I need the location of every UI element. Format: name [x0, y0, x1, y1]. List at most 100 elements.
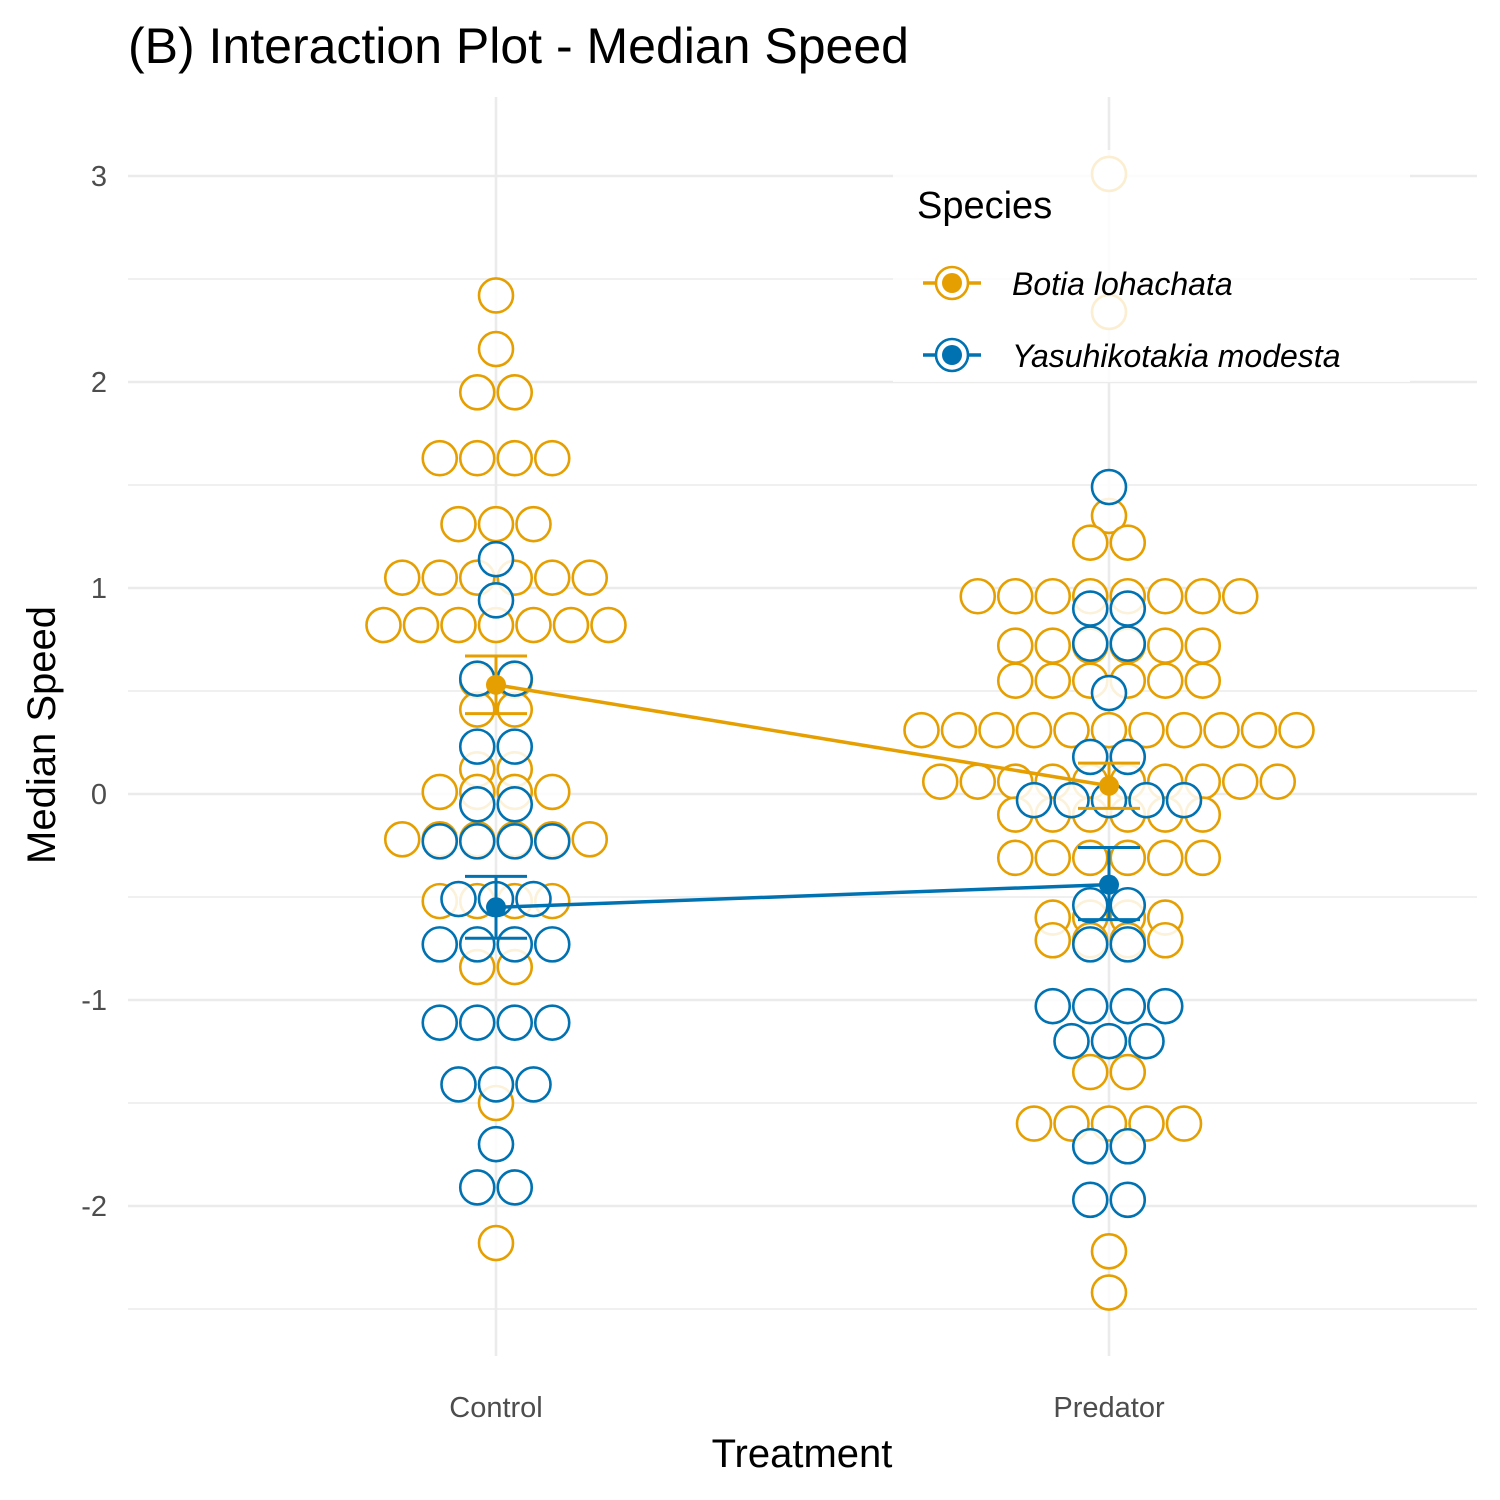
data-point	[1015, 1105, 1053, 1142]
data-point	[1184, 839, 1222, 877]
data-point	[533, 926, 571, 963]
data-point	[1146, 987, 1184, 1025]
data-point	[1128, 711, 1165, 749]
data-point	[458, 691, 496, 728]
data-point	[421, 439, 459, 477]
data-point	[515, 880, 552, 918]
data-point	[1109, 590, 1147, 627]
data-point	[1090, 468, 1128, 506]
data-point	[1146, 577, 1184, 615]
legend: Species Botia lohachata Yasuhikotakia mod…	[893, 150, 1410, 382]
data-point	[515, 1066, 552, 1103]
x-tick-label: Control	[449, 1392, 543, 1424]
data-point	[1034, 577, 1072, 615]
data-point	[1146, 839, 1184, 877]
data-point	[959, 577, 997, 615]
mean-point	[1099, 775, 1119, 796]
data-point	[477, 277, 515, 314]
legend-label: Yasuhikotakia modesta	[1012, 338, 1340, 374]
data-point	[940, 711, 978, 749]
data-point	[1109, 926, 1147, 963]
data-point	[1071, 839, 1109, 877]
data-point	[1090, 1233, 1128, 1270]
x-axis-ticks: Control Predator	[449, 1392, 1165, 1424]
data-point	[402, 606, 440, 644]
data-point	[996, 839, 1034, 877]
data-point	[1109, 987, 1147, 1025]
data-point	[1240, 711, 1278, 749]
data-point	[515, 606, 552, 644]
data-point	[590, 606, 627, 644]
series-points-1	[421, 468, 1203, 1219]
data-point	[458, 785, 496, 823]
data-point	[1071, 1127, 1109, 1165]
y-tick-label: 2	[91, 367, 107, 399]
data-point	[903, 711, 940, 749]
mean-connecting-line	[495, 882, 1110, 910]
data-point	[496, 373, 534, 411]
data-point	[477, 1224, 515, 1262]
legend-key-dot	[942, 273, 962, 293]
data-point	[383, 821, 421, 858]
x-tick-label: Predator	[1053, 1392, 1165, 1424]
data-point	[1071, 524, 1109, 561]
data-point	[1071, 738, 1109, 776]
data-point	[477, 505, 515, 543]
data-point	[496, 926, 534, 963]
data-point	[552, 606, 590, 644]
data-point	[996, 577, 1034, 615]
data-point	[1071, 987, 1109, 1025]
data-point	[996, 627, 1034, 664]
data-point	[440, 880, 477, 918]
legend-label: Botia lohachata	[1012, 266, 1233, 302]
data-point	[1071, 1181, 1109, 1219]
data-point	[421, 823, 459, 860]
data-point	[1090, 1274, 1128, 1311]
data-point	[1090, 674, 1128, 712]
y-tick-label: -2	[81, 1191, 107, 1223]
data-point	[458, 439, 496, 477]
data-point	[1109, 1127, 1147, 1165]
series-summary-0	[465, 654, 1140, 810]
data-point	[1184, 627, 1222, 664]
data-point	[1184, 662, 1222, 700]
data-point	[458, 926, 496, 963]
data-point	[1071, 1053, 1109, 1091]
data-point	[1146, 662, 1184, 700]
data-point	[440, 1066, 477, 1103]
data-point	[1109, 625, 1147, 662]
mean-connecting-line	[495, 683, 1110, 788]
data-point	[921, 763, 959, 800]
y-axis-ticks: -2 -1 0 1 2 3	[81, 161, 107, 1223]
data-point	[458, 823, 496, 860]
data-point	[1034, 839, 1072, 877]
data-point	[383, 559, 421, 597]
legend-items: Botia lohachata Yasuhikotakia modesta	[923, 265, 1340, 374]
data-point	[533, 823, 571, 860]
data-point	[496, 1169, 534, 1206]
data-point	[1071, 590, 1109, 627]
data-point	[1109, 839, 1147, 877]
data-point	[458, 373, 496, 411]
data-point	[1071, 886, 1109, 924]
data-point	[533, 773, 571, 811]
data-point	[1165, 711, 1203, 749]
data-point	[496, 728, 534, 765]
data-point	[1109, 1053, 1147, 1091]
data-point	[440, 505, 477, 543]
data-point	[477, 1125, 515, 1163]
data-point	[1034, 921, 1072, 959]
data-point	[1128, 781, 1165, 819]
data-point	[1109, 1181, 1147, 1219]
data-point	[1090, 1022, 1128, 1060]
legend-title: Species	[917, 185, 1052, 227]
data-point	[1221, 577, 1259, 615]
data-point	[1090, 711, 1128, 749]
data-point	[1203, 711, 1240, 749]
y-tick-label: 0	[91, 779, 107, 811]
data-point	[458, 728, 496, 765]
data-point	[1015, 711, 1053, 749]
legend-item-1: Yasuhikotakia modesta	[923, 337, 1340, 374]
x-axis-title: Treatment	[712, 1432, 893, 1476]
